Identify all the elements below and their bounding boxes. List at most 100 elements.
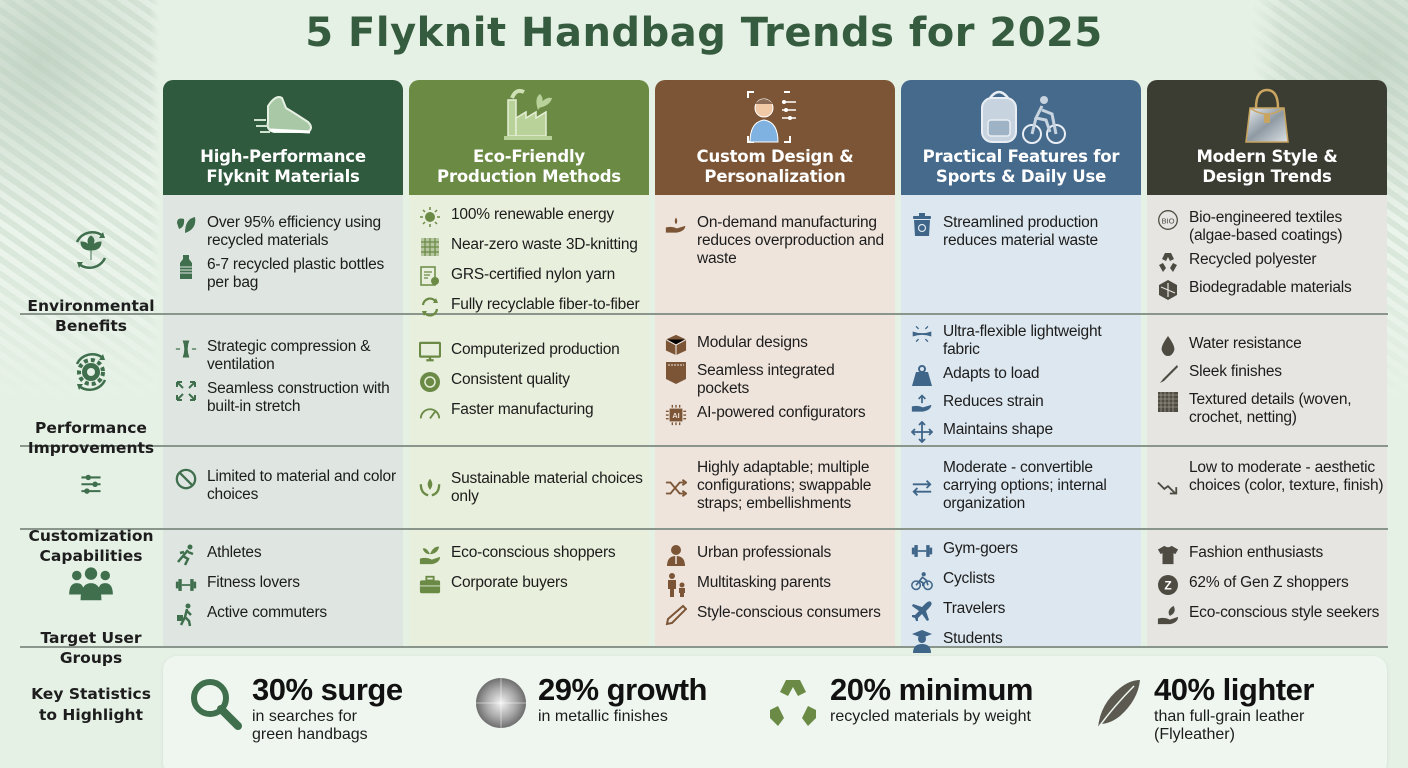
- list-item: Gym-goers: [911, 540, 1135, 562]
- list-item: Style-conscious consumers: [665, 604, 889, 626]
- cell-perf-col1: Strategic compression & ventilation Seam…: [175, 338, 397, 422]
- stat-description: recycled materials by weight: [830, 708, 1031, 725]
- trend-down-icon: [1157, 477, 1179, 499]
- column-header-practical-features: Practical Features for Sports & Daily Us…: [901, 80, 1141, 195]
- brush-icon: [1157, 363, 1179, 385]
- list-item: Athletes: [175, 544, 397, 566]
- cell-env-col3: On-demand manufacturing reduces overprod…: [665, 214, 889, 274]
- column-body-1: [163, 195, 403, 648]
- eco-factory-icon: [504, 88, 552, 140]
- list-item: Fashion enthusiasts: [1157, 544, 1385, 566]
- list-item: BIO Bio-engineered textiles (algae-based …: [1157, 209, 1385, 245]
- list-item: Reduces strain: [911, 393, 1135, 415]
- list-item: Seamless construction with built-in stre…: [175, 380, 397, 416]
- list-item: 100% renewable energy: [419, 206, 647, 228]
- list-item: Consistent quality: [419, 371, 647, 393]
- texture-icon: [1157, 391, 1179, 413]
- stat-description: in metallic finishes: [538, 708, 668, 725]
- cell-perf-col2: Computerized production Consistent quali…: [419, 341, 647, 429]
- stat-value: 30% surge: [252, 672, 403, 707]
- monitor-icon: [419, 341, 441, 363]
- recycle-arrows-icon: [419, 296, 441, 318]
- cell-env-col5: BIO Bio-engineered textiles (algae-based …: [1157, 209, 1385, 307]
- flex-fabric-icon: [911, 323, 933, 345]
- metallic-disc-icon: [476, 678, 526, 728]
- cell-perf-col4: Ultra-flexible lightweight fabric Adapts…: [911, 323, 1135, 449]
- leaf-icon: [175, 214, 197, 236]
- compression-icon: [175, 338, 197, 360]
- knit-mesh-icon: [419, 236, 441, 258]
- metallic-handbag-icon: [1245, 88, 1289, 143]
- row-label-text: Customization Capabilities: [28, 527, 154, 565]
- cell-env-col2: 100% renewable energy Near-zero waste 3D…: [419, 206, 647, 324]
- row-divider: [20, 646, 1388, 648]
- column-header-label: Eco-Friendly Production Methods: [437, 147, 621, 186]
- column-header-modern-style: Modern Style & Design Trends: [1147, 80, 1387, 195]
- list-item: Fully recyclable fiber-to-fiber: [419, 296, 647, 318]
- list-item: Seamless integrated pockets: [665, 362, 889, 398]
- feather-icon: [1097, 680, 1140, 729]
- users-group-icon: [69, 567, 113, 601]
- row-label-target-user-groups: Target User Groups: [14, 546, 168, 688]
- row-label-environmental-benefits: Environmental Benefits: [14, 208, 168, 356]
- user-customize-icon: [747, 91, 796, 143]
- list-item: AI AI-powered configurators: [665, 404, 889, 426]
- column-body-3: [655, 195, 895, 648]
- stats-label: Key Statistics to Highlight: [31, 685, 151, 724]
- list-item: Adapts to load: [911, 365, 1135, 387]
- commuter-icon: [175, 603, 197, 627]
- svg-text:BIO: BIO: [1161, 216, 1174, 225]
- list-item: Z 62% of Gen Z shoppers: [1157, 574, 1385, 596]
- box-icon: [665, 334, 687, 356]
- stat-value: 40% lighter: [1154, 672, 1314, 707]
- list-item: Computerized production: [419, 341, 647, 363]
- runner-icon: [175, 544, 197, 566]
- hand-drop-icon: [665, 214, 687, 236]
- list-item: Multitasking parents: [665, 573, 889, 597]
- cell-cust-col2: Sustainable material choices only: [419, 468, 647, 512]
- list-item: Recycled polyester: [1157, 251, 1385, 273]
- row-label-performance-improvements: Performance Improvements: [14, 330, 168, 478]
- page-title: 5 Flyknit Handbag Trends for 2025: [305, 10, 1103, 56]
- bio-icon: BIO: [1157, 209, 1179, 231]
- cell-users-col2: Eco-conscious shoppers Corporate buyers: [419, 544, 647, 602]
- gear-cycle-icon: [75, 353, 107, 391]
- row-divider: [20, 313, 1388, 315]
- expand-arrows-icon: [175, 380, 197, 402]
- column-header-high-performance: High-Performance Flyknit Materials: [163, 80, 403, 195]
- list-item: Fitness lovers: [175, 574, 397, 596]
- list-item: Faster manufacturing: [419, 401, 647, 423]
- ai-chip-icon: AI: [665, 404, 687, 426]
- stat-item-searches: 30% surge in searches for green handbags: [188, 672, 403, 744]
- column-header-label: Modern Style & Design Trends: [1196, 147, 1338, 186]
- student-icon: [911, 630, 933, 653]
- leaf-cycle-icon: [75, 231, 107, 269]
- recycle-icon: [770, 680, 816, 726]
- prohibited-icon: [175, 468, 197, 490]
- stat-item-metallic: 29% growth in metallic finishes: [474, 672, 707, 730]
- bottle-icon: [175, 255, 197, 279]
- list-item: Textured details (woven, crochet, nettin…: [1157, 391, 1385, 427]
- pencil-icon: [665, 604, 687, 626]
- column-header-label: Custom Design & Personalization: [696, 147, 854, 186]
- svg-text:Z: Z: [1164, 579, 1171, 593]
- cell-users-col1: Athletes Fitness lovers Active commuters: [175, 544, 397, 632]
- pocket-icon: [665, 362, 687, 384]
- list-item: Low to moderate - aesthetic choices (col…: [1157, 459, 1385, 499]
- gen-z-icon: Z: [1157, 574, 1179, 596]
- column-header-label: High-Performance Flyknit Materials: [200, 147, 366, 186]
- cell-users-col4: Gym-goers Cyclists Travelers Students: [911, 540, 1135, 658]
- running-shoe-icon: [254, 96, 312, 134]
- recycle-bin-icon: [911, 213, 933, 236]
- list-item: 6-7 recycled plastic bottles per bag: [175, 255, 397, 292]
- quality-badge-icon: [419, 371, 441, 393]
- cyclist-icon: [911, 570, 933, 592]
- backpack-cyclist-icon: [981, 90, 1066, 144]
- airplane-icon: [911, 600, 933, 622]
- cell-cust-col5: Low to moderate - aesthetic choices (col…: [1157, 459, 1385, 505]
- cell-env-col1: Over 95% efficiency using recycled mater…: [175, 214, 397, 298]
- certificate-icon: [419, 266, 441, 288]
- dumbbell-icon: [175, 574, 197, 596]
- list-item: Travelers: [911, 600, 1135, 622]
- cell-perf-col5: Water resistance Sleek finishes Textured…: [1157, 335, 1385, 433]
